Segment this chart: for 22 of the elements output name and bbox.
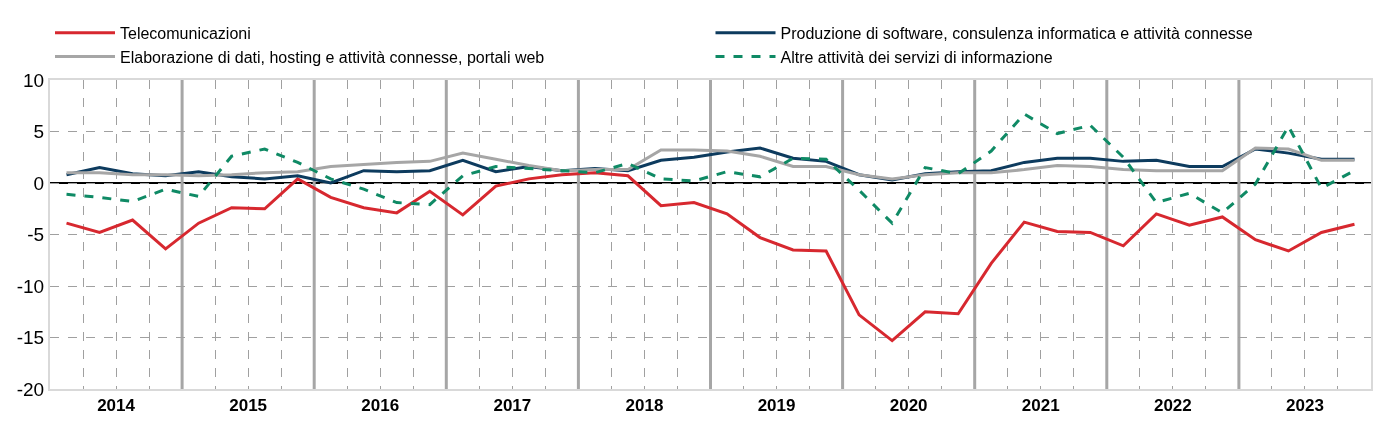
x-tick-label: 2021 — [1021, 396, 1060, 416]
y-tick-label: -5 — [27, 224, 45, 246]
legend-label: Produzione di software, consulenza informatica e attività connesse — [780, 24, 1253, 42]
legend-label: Telecomunicazioni — [120, 24, 251, 42]
y-tick-label: -10 — [16, 275, 45, 297]
x-tick-label: 2014 — [97, 396, 136, 416]
x-tick-label: 2020 — [889, 396, 928, 416]
x-tick-label: 2023 — [1286, 396, 1324, 416]
y-tick-label: -15 — [16, 327, 45, 349]
x-tick-label: 2022 — [1153, 396, 1192, 416]
legend-label: Altre attività dei servizi di informazione — [780, 48, 1053, 66]
x-tick-label: 2015 — [229, 396, 268, 416]
x-tick-label: 2019 — [757, 396, 796, 416]
y-tick-label: -20 — [16, 378, 45, 400]
x-tick-label: 2017 — [493, 396, 532, 416]
x-tick-label: 2018 — [625, 396, 664, 416]
y-tick-label: 5 — [33, 121, 45, 143]
y-tick-label: 10 — [23, 69, 45, 91]
y-tick-label: 0 — [33, 172, 45, 194]
x-tick-label: 2016 — [361, 396, 400, 416]
legend-label: Elaborazione di dati, hosting e attività connesse, portali web — [120, 48, 545, 66]
line-series — [65, 171, 1356, 343]
